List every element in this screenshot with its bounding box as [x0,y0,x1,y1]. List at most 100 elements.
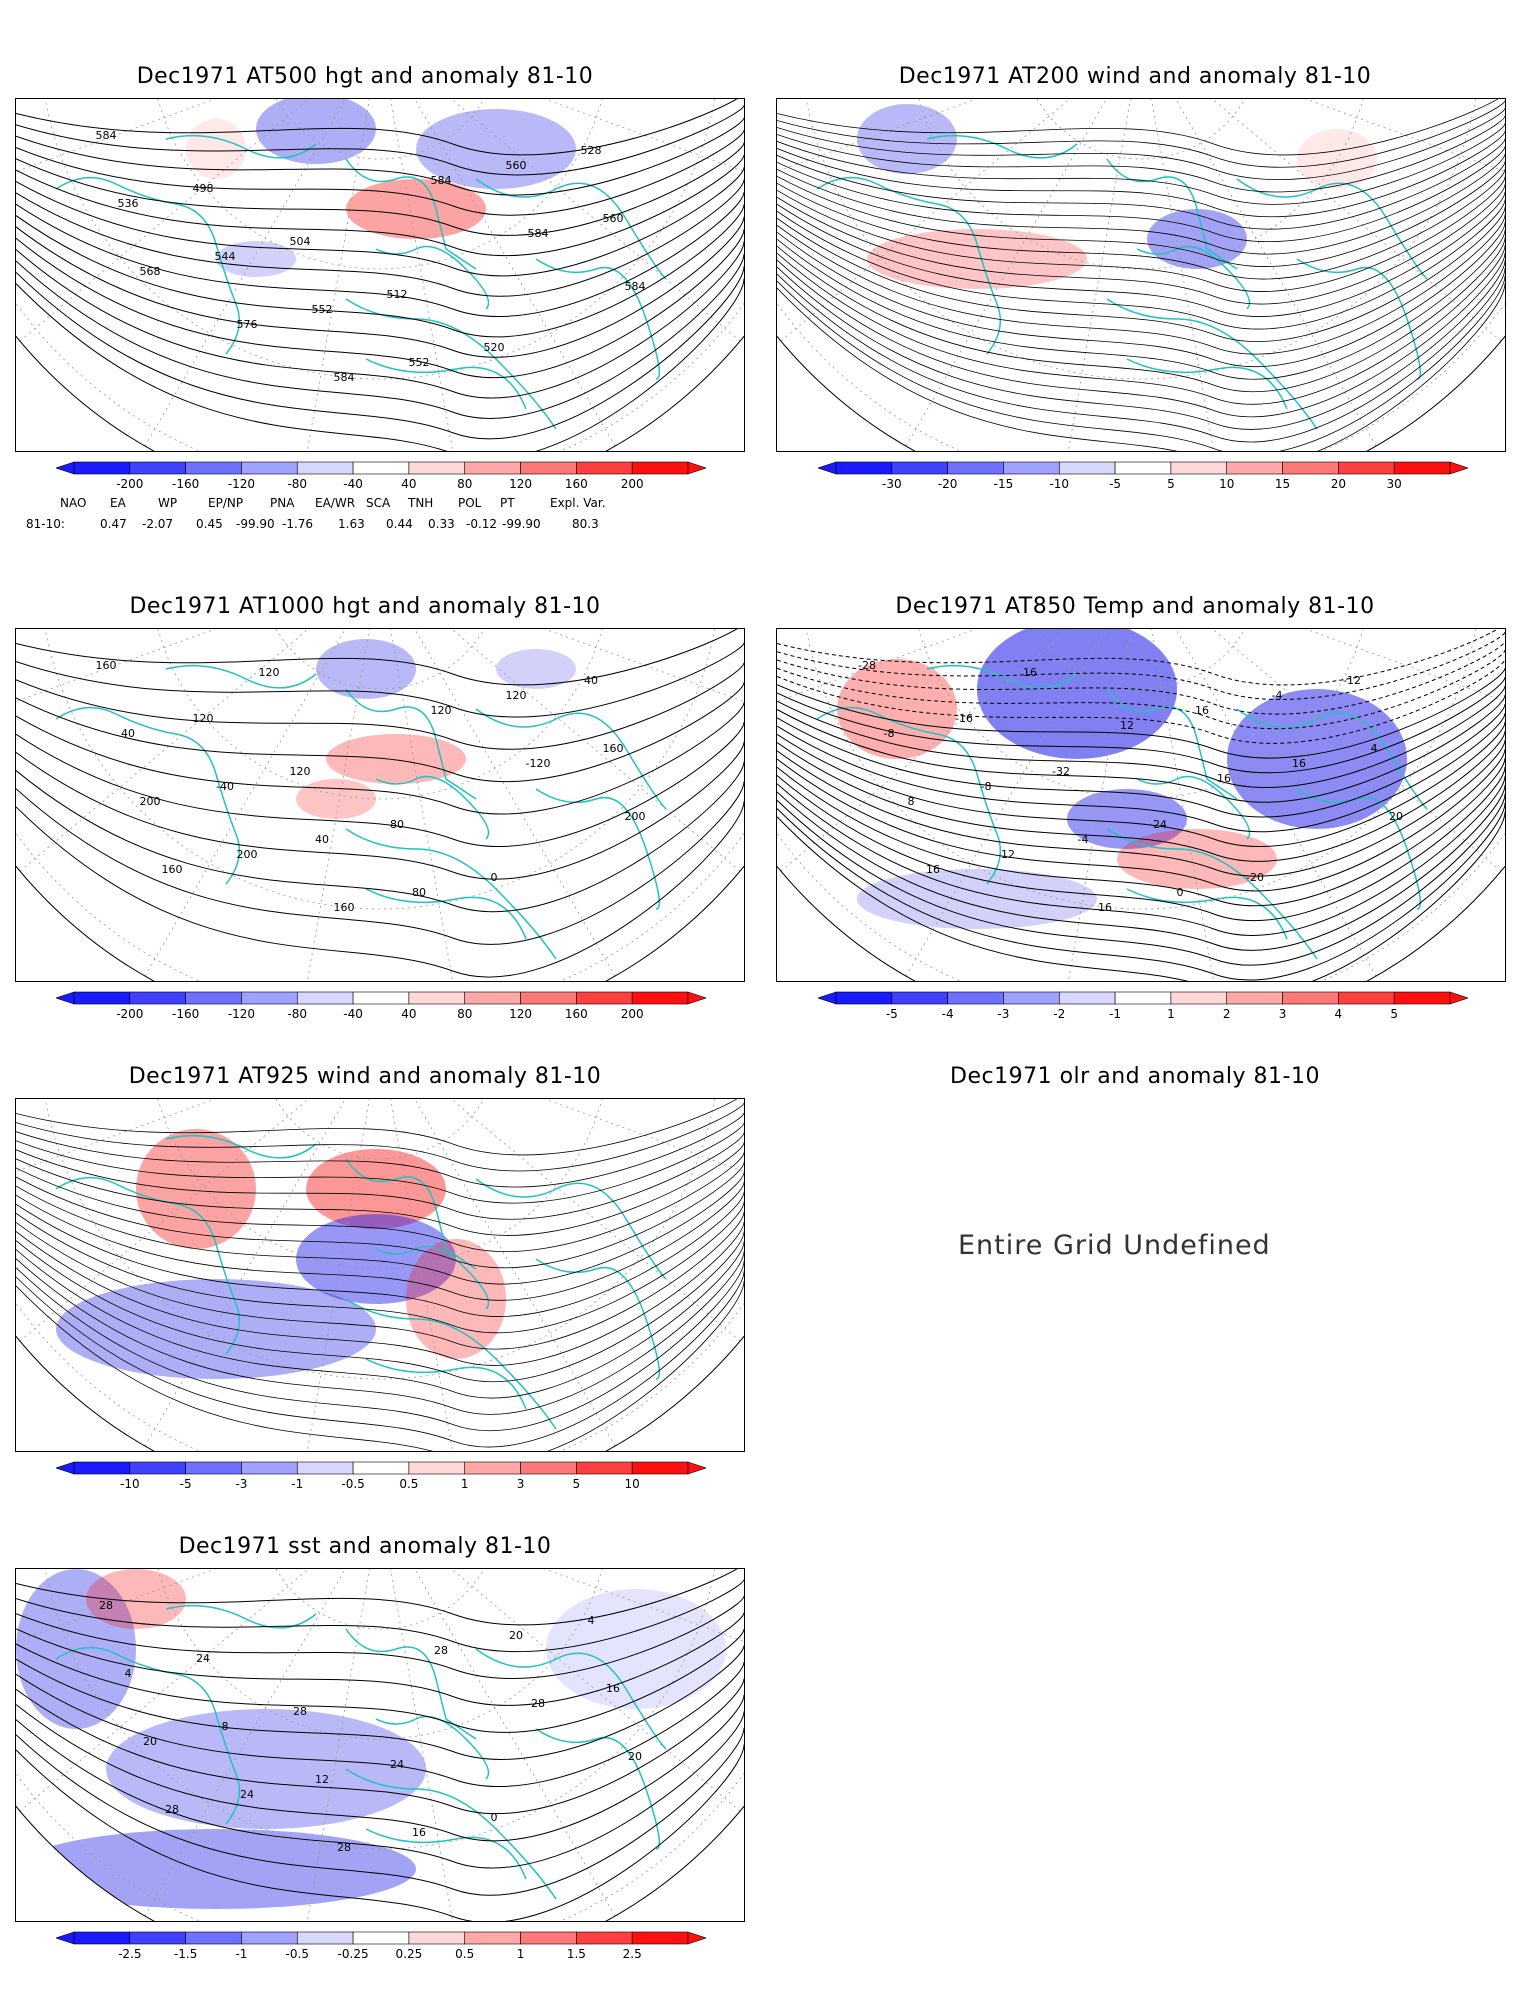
contour-label: 8 [222,1720,229,1733]
contour-label: 584 [334,371,355,384]
map-z1000: 160 120 120 80 0 40 40 -40 40 80 120 160 200 200 160 12… [15,628,745,982]
contour-label: 80 [390,818,404,831]
contour-label: 584 [528,227,549,240]
contour-label: 40 [584,674,598,687]
index-value: 0.44 [386,517,413,531]
colorbar-tick-label: -10 [120,1477,140,1491]
colorbar-tick-label: 5 [1167,477,1175,491]
index-value: 1.63 [338,517,365,531]
contour-label: 16 [1217,772,1231,785]
colorbar-tick-label: 1 [1167,1007,1175,1021]
colorbar-tick-label: -30 [882,477,902,491]
contour-label: 504 [290,235,311,248]
contour-label: 0 [491,1811,498,1824]
contour-label: 568 [140,265,161,278]
map-sst: 28 24 28 24 0 4 4 8 12 16 20 16 20 24 28 28 28 20 28 [15,1568,745,1922]
colorbar-tick-label: 5 [572,1477,581,1491]
map-canvas: -28 -16 -32 -24 -20 -12 -8 -8 -4 0 -4 4 8 12 16 16 16 20 1… [777,629,1505,981]
colorbar-tick-label: 3 [1278,1007,1287,1021]
index-value: -0.12 [466,517,498,531]
index-header: POL [458,496,482,510]
index-header: Expl. Var. [550,496,606,510]
colorbar-tick-label: 5 [1390,1007,1398,1021]
contour-label: -120 [526,757,551,770]
contour-label: 552 [409,356,430,369]
contour-label: 20 [143,1735,157,1748]
colorbar-tick-label: 1 [516,1947,525,1961]
undefined-message: Entire Grid Undefined [958,1230,1271,1261]
colorbar-tick-label: -200 [116,477,144,491]
colorbar-tick-label: 2 [1222,1007,1231,1021]
colorbar-tick-label: 0.5 [399,1477,419,1491]
colorbar-tick-label: -160 [172,1007,200,1021]
contour-label: 512 [387,288,408,301]
contour-label: 16 [606,1682,620,1695]
contour-label: 20 [628,1750,642,1763]
colorbar-strip [817,991,1469,1005]
colorbar-strip [55,461,707,475]
colorbar-tick-label: -2 [1053,1007,1066,1021]
colorbar-tick-label: -160 [172,477,200,491]
colorbar-tick-label: 15 [1274,477,1291,491]
colorbar-tick-label: -2.5 [118,1947,142,1961]
contour-label: -12 [1343,674,1361,687]
index-row-label: 81-10: [26,517,65,531]
teleconnection-values: 81-10: 0.47 -2.07 0.45 -99.90 -1.76 1.63 0.44 0.… [26,517,726,533]
colorbar-strip [55,991,707,1005]
colorbar-sst: -2.5 -1.5 -1 -0.5 -0.25 0.25 0.5 1 1.5 2.5 [55,1930,707,1970]
contour-label: 552 [312,303,333,316]
panel-title: Dec1971 AT1000 hgt and anomaly 81-10 [129,594,601,619]
index-value: 80.3 [572,517,599,531]
colorbar-tick-label: -1 [291,1477,304,1491]
contour-label: 200 [237,848,258,861]
contour-label: 24 [390,1758,404,1771]
contour-label: 24 [196,1652,210,1665]
contour-label: 40 [315,833,329,846]
contour-label: 80 [412,886,426,899]
colorbar-tick-label: -10 [1049,477,1070,491]
contour-label: -20 [1246,871,1264,884]
contour-label: 24 [240,1788,254,1801]
contour-label: 120 [290,765,311,778]
contour-label: 20 [509,1629,523,1642]
contour-label: 498 [193,182,214,195]
contour-label: 120 [431,704,452,717]
colorbar-tick-label: -15 [993,477,1014,491]
index-header: TNH [408,496,434,510]
teleconnection-headers: NAO EA WP EP/NP PNA EA/WR SCA TNH POL PT Expl. Var… [30,496,730,512]
contour-label: 8 [908,795,915,808]
colorbar-tick-label: 1.5 [566,1947,586,1961]
colorbar-tick-label: 0.5 [455,1947,475,1961]
contour-label: 520 [484,341,505,354]
contour-label: 4 [588,1614,595,1627]
contour-label: 560 [506,159,527,172]
contour-label: 120 [506,689,527,702]
colorbar-tick-label: -1 [235,1947,248,1961]
colorbar-tick-label: 30 [1386,477,1402,491]
colorbar-z1000: -200 -160 -120 -80 -40 40 80 120 160 200 [55,990,707,1030]
index-header: EA [110,496,126,510]
contour-label: 28 [531,1697,545,1710]
colorbar-tick-label: -20 [937,477,958,491]
map-canvas: 160 120 120 80 0 40 40 -40 40 80 120 160 200 200 160 12… [16,629,744,981]
colorbar-tick-label: -80 [287,1007,308,1021]
index-header: NAO [60,496,87,510]
contour-label: 12 [1001,848,1015,861]
colorbar-tick-label: 80 [457,477,473,491]
map-z500: 584 498 504 512 520 528 536 544 552 552 560 560 568 5… [15,98,745,452]
contour-label: 16 [1195,704,1209,717]
colorbar-tick-label: 10 [1219,477,1235,491]
contour-label: 0 [491,871,498,884]
contour-label: 576 [237,318,258,331]
colorbar-tick-label: -3 [997,1007,1010,1021]
colorbar-wind925: -10 -5 -3 -1 -0.5 0.5 1 3 5 10 [55,1460,707,1500]
panel-title: Dec1971 AT850 Temp and anomaly 81-10 [895,594,1375,619]
contour-label: 16 [1098,901,1112,914]
contour-label: 28 [165,1803,179,1816]
colorbar-tick-label: -0.5 [341,1477,365,1491]
index-value: 0.33 [428,517,455,531]
contour-label: 28 [99,1599,113,1612]
colorbar-tick-label: 40 [401,477,417,491]
contour-label: 120 [193,712,214,725]
colorbar-tick-label: -1.5 [173,1947,198,1961]
